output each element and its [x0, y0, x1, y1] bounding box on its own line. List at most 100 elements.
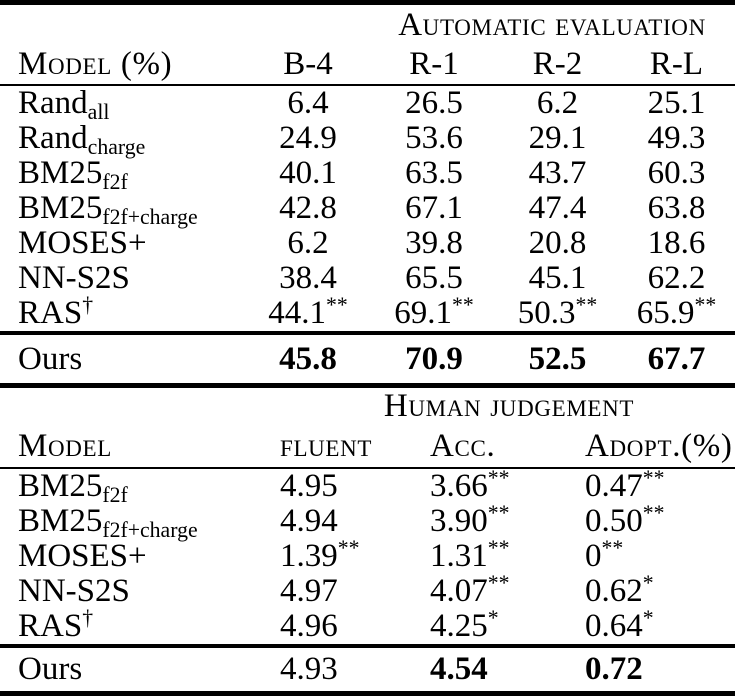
value-cell: 70.9 — [371, 333, 497, 386]
cell-value: 4.54 — [430, 651, 488, 687]
group-header-automatic-evaluation: Automatic evaluation — [398, 6, 706, 43]
value-cell: 40.1 — [245, 156, 371, 191]
automatic-evaluation-ours-row: Ours 45.8 70.9 52.5 67.7 — [0, 333, 735, 386]
model-label-cell: RAS† — [0, 606, 260, 646]
value-cell: 53.6 — [371, 121, 497, 156]
value-cell: 49.3 — [618, 121, 735, 156]
value-cell: 6.2 — [245, 226, 371, 261]
table-row: MOSES+ 1.39** 1.31** 0** — [0, 536, 735, 574]
value-cell: 60.3 — [618, 156, 735, 191]
value-cell: 38.4 — [245, 261, 371, 296]
model-column-header: Model (%) — [18, 46, 173, 82]
table-row: Ours 45.8 70.9 52.5 67.7 — [0, 333, 735, 386]
value-cell: 20.8 — [497, 226, 618, 261]
cell-value: 43.7 — [528, 155, 587, 191]
dagger-marker: † — [82, 606, 94, 631]
value-cell: 63.5 — [371, 156, 497, 191]
model-label-cell: BM25f2f — [0, 156, 245, 193]
group-header-row: Automatic evaluation — [0, 3, 735, 46]
value-cell: 0.62* — [565, 571, 735, 609]
metric-column-header: R-2 — [532, 46, 583, 82]
significance-stars: ** — [487, 571, 510, 596]
value-cell: 25.1 — [618, 85, 735, 121]
value-cell: 69.1** — [371, 293, 497, 333]
significance-stars: * — [487, 606, 499, 631]
group-header-row: Human judgement — [0, 388, 735, 425]
cell-value: 63.8 — [647, 190, 706, 226]
significance-stars: * — [642, 571, 654, 596]
cell-value: 49.3 — [647, 120, 706, 156]
cell-value: 3.66 — [430, 468, 488, 504]
model-name: Rand — [18, 85, 88, 121]
metric-column-header: Adopt.(%) — [585, 427, 733, 464]
cell-value: 4.07 — [430, 573, 488, 609]
value-cell: 45.8 — [245, 333, 371, 386]
model-label-cell: Ours — [0, 646, 260, 694]
human-judgement-rows: BM25f2f 4.95 3.66** 0.47** BM25f2f+charge 4.9… — [0, 466, 735, 646]
model-name: Rand — [18, 120, 88, 156]
model-name: RAS — [18, 608, 83, 644]
automatic-evaluation-header: Automatic evaluation Model (%) B-4 R-1 R-2 R… — [0, 3, 735, 85]
significance-stars: * — [642, 606, 654, 631]
cell-value: 0.62 — [585, 573, 643, 609]
table-row: Randall 6.4 26.5 6.2 25.1 — [0, 85, 735, 123]
model-name: BM25 — [18, 190, 103, 226]
significance-stars: ** — [451, 293, 474, 318]
significance-stars: ** — [487, 501, 510, 526]
cell-value: 4.94 — [280, 503, 338, 539]
human-judgement-ours-row: Ours 4.93 4.54 0.72 — [0, 646, 735, 694]
value-cell: 52.5 — [497, 333, 618, 386]
cell-value: 6.4 — [287, 85, 329, 121]
model-label-cell: BM25f2f+charge — [0, 190, 245, 230]
metric-column-header: fluent — [280, 427, 373, 464]
cell-value: 67.7 — [647, 340, 706, 377]
cell-value: 18.6 — [647, 225, 706, 261]
significance-stars: ** — [337, 536, 360, 561]
cell-value: 60.3 — [647, 155, 706, 191]
table-row: BM25f2f+charge 4.94 3.90** 0.50** — [0, 501, 735, 543]
model-subscript: f2f+charge — [102, 518, 198, 543]
cell-value: 4.95 — [280, 468, 338, 504]
cell-value: 42.8 — [279, 190, 337, 226]
model-name: MOSES+ — [18, 538, 147, 574]
column-header-row: Model fluent Acc. Adopt.(%) — [0, 425, 735, 468]
model-subscript: f2f+charge — [102, 205, 198, 230]
cell-value: 4.96 — [280, 608, 338, 644]
significance-stars: ** — [642, 466, 665, 491]
cell-value: 65.5 — [405, 260, 463, 296]
cell-value: 53.6 — [405, 120, 463, 156]
human-judgement-table: Human judgement Model fluent Acc. Adopt.(%)… — [0, 388, 735, 696]
value-cell: 4.97 — [260, 574, 410, 609]
model-label-cell: Randcharge — [0, 120, 245, 160]
cell-value: 0.50 — [585, 503, 643, 539]
significance-stars: ** — [601, 536, 624, 561]
model-subscript: f2f — [102, 483, 128, 508]
value-cell: 6.4 — [245, 85, 371, 121]
cell-value: 47.4 — [528, 190, 587, 226]
table-row: NN-S2S 38.4 65.5 45.1 62.2 — [0, 261, 735, 296]
cell-value: 4.93 — [280, 651, 338, 687]
value-cell: 4.96 — [260, 609, 410, 646]
value-cell: 24.9 — [245, 121, 371, 156]
metric-column-header: B-4 — [283, 46, 333, 82]
model-label-cell: Ours — [0, 333, 245, 386]
cell-value: 20.8 — [528, 225, 587, 261]
model-name: BM25 — [18, 468, 103, 504]
cell-value: 1.31 — [430, 538, 488, 574]
cell-value: 6.2 — [287, 225, 329, 261]
model-subscript: charge — [87, 135, 146, 160]
metric-column-header: R-1 — [409, 46, 459, 82]
model-name: Ours — [18, 340, 83, 377]
cell-value: 3.90 — [430, 503, 488, 539]
value-cell: 0.50** — [565, 502, 735, 539]
value-cell: 0.64* — [565, 606, 735, 646]
value-cell: 4.95 — [260, 468, 410, 504]
value-cell: 42.8 — [245, 191, 371, 226]
value-cell: 3.66** — [410, 467, 565, 504]
value-cell: 4.93 — [260, 646, 410, 694]
group-header-human-judgement: Human judgement — [383, 388, 635, 424]
value-cell: 3.90** — [410, 501, 565, 539]
model-name: RAS — [18, 295, 83, 331]
table-row: BM25f2f+charge 42.8 67.1 47.4 63.8 — [0, 190, 735, 230]
